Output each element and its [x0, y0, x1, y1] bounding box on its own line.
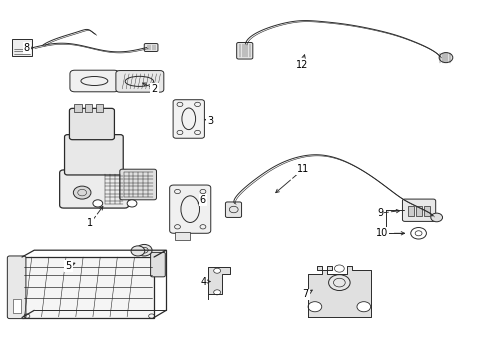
Circle shape: [438, 53, 452, 63]
Bar: [22, 257, 154, 318]
Bar: [423, 206, 429, 216]
FancyBboxPatch shape: [69, 108, 114, 140]
Text: 10: 10: [375, 228, 388, 238]
FancyBboxPatch shape: [225, 202, 241, 217]
Circle shape: [131, 246, 144, 256]
Bar: [407, 206, 413, 216]
FancyBboxPatch shape: [144, 44, 158, 51]
Bar: [415, 206, 421, 216]
Text: 3: 3: [207, 116, 213, 126]
FancyBboxPatch shape: [7, 256, 26, 319]
Text: 1: 1: [87, 218, 93, 228]
Circle shape: [136, 244, 152, 256]
FancyBboxPatch shape: [402, 199, 435, 221]
Text: 9: 9: [377, 208, 383, 218]
FancyBboxPatch shape: [60, 170, 128, 208]
FancyBboxPatch shape: [169, 185, 210, 233]
Text: 2: 2: [151, 84, 157, 94]
Text: 12: 12: [295, 60, 307, 70]
Circle shape: [430, 213, 442, 222]
Text: 4: 4: [200, 276, 206, 287]
Circle shape: [73, 186, 91, 199]
Circle shape: [93, 200, 102, 207]
FancyBboxPatch shape: [173, 100, 204, 138]
Circle shape: [213, 290, 220, 295]
FancyBboxPatch shape: [120, 169, 156, 200]
Text: 7: 7: [302, 289, 308, 300]
FancyBboxPatch shape: [236, 42, 252, 59]
Circle shape: [213, 268, 220, 273]
Text: 6: 6: [200, 195, 205, 205]
Circle shape: [334, 265, 344, 272]
Bar: [175, 232, 189, 240]
Circle shape: [356, 302, 370, 312]
Text: 8: 8: [24, 43, 30, 53]
Bar: [85, 104, 92, 112]
FancyBboxPatch shape: [70, 70, 119, 92]
FancyBboxPatch shape: [116, 71, 163, 92]
Polygon shape: [207, 267, 229, 299]
Bar: [12, 39, 32, 56]
Circle shape: [307, 302, 321, 312]
Bar: [74, 104, 81, 112]
FancyBboxPatch shape: [64, 135, 123, 175]
FancyBboxPatch shape: [150, 252, 165, 277]
Circle shape: [328, 275, 349, 291]
Polygon shape: [307, 266, 370, 317]
Text: 5: 5: [65, 261, 71, 271]
Text: 11: 11: [296, 164, 309, 174]
Circle shape: [127, 200, 137, 207]
Bar: [13, 299, 20, 313]
Circle shape: [410, 228, 426, 239]
Bar: [96, 104, 103, 112]
